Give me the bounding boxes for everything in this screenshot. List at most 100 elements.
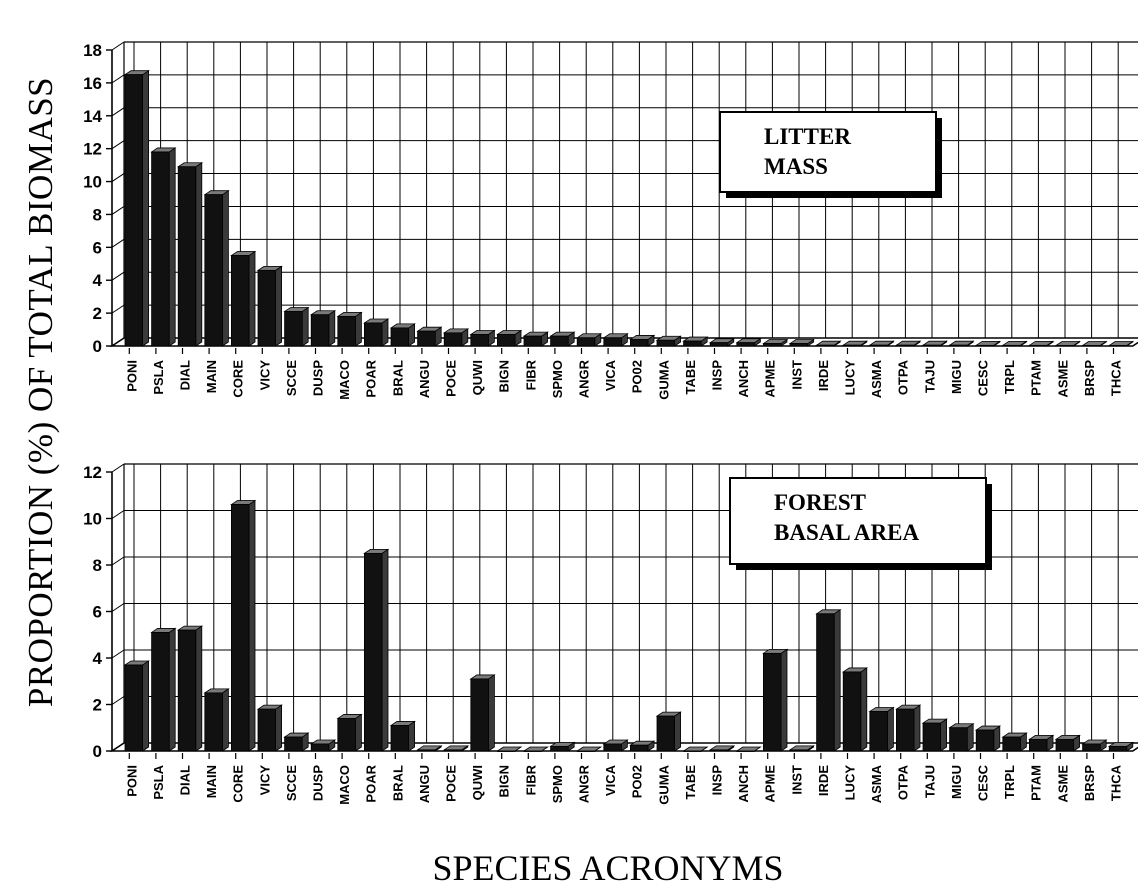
x-tick-label: VICA — [603, 764, 618, 796]
x-tick-label: POCE — [444, 360, 459, 397]
x-tick-label: FIBR — [523, 359, 538, 390]
y-tick-label: 18 — [83, 41, 102, 60]
bar-psla — [150, 147, 177, 347]
x-tick-label: SPMO — [550, 360, 565, 398]
bar-guma — [655, 335, 682, 347]
x-tick-label: BRSP — [1082, 765, 1097, 801]
x-tick-label: INST — [789, 765, 804, 795]
x-tick-label: ANGR — [577, 764, 592, 803]
bar-lucy — [841, 667, 869, 752]
bar-dial — [176, 625, 204, 752]
bar-psla — [150, 627, 177, 752]
bar-ptam — [1028, 340, 1055, 347]
x-tick-label: MAIN — [204, 765, 219, 798]
bar-thca — [1107, 741, 1135, 752]
x-tick-label: MACO — [337, 360, 352, 400]
y-tick-label: 0 — [93, 337, 102, 356]
x-tick-label: SPMO — [550, 765, 565, 803]
bar-scce — [283, 732, 310, 752]
x-tick-label: ASME — [1055, 360, 1070, 398]
x-tick-label: ANCH — [736, 360, 751, 398]
bar-asme — [1054, 734, 1081, 752]
bar-vicy — [256, 265, 283, 347]
x-tick-label: TABE — [683, 360, 698, 395]
bar-main — [203, 688, 230, 752]
x-tick-label: PTAM — [1029, 765, 1044, 801]
x-tick-label: CORE — [231, 765, 246, 803]
bar-main — [203, 189, 230, 347]
x-tick-label: SCCE — [284, 765, 299, 801]
y-tick-label: 2 — [93, 304, 102, 323]
x-tick-label: INSP — [710, 360, 725, 391]
bar-asma — [868, 706, 895, 752]
bar-dial — [176, 162, 204, 347]
bar-angr — [575, 746, 603, 752]
x-tick-label: BRSP — [1082, 360, 1097, 396]
bar-core — [230, 499, 257, 752]
y-tick-label: 8 — [93, 556, 102, 575]
x-tick-label: GUMA — [656, 764, 671, 804]
bar-maco — [336, 713, 363, 752]
x-tick-label: ANGR — [577, 359, 592, 398]
bar-irde — [815, 340, 842, 347]
x-tick-label: QUWI — [470, 765, 485, 800]
forest-basal-area-chart: 0 2 4 6 8 10 12 PONI PSLA DIAL MAIN CORE VICY SCCE DUS… — [83, 463, 1138, 805]
y-axis-title: PROPORTION (%) OF TOTAL BIOMASS — [21, 77, 60, 707]
bar-thca — [1107, 340, 1135, 347]
x-tick-label: PONI — [124, 360, 139, 392]
x-tick-label: ANGU — [417, 765, 432, 803]
bar-bign — [496, 746, 523, 752]
bar-poar — [363, 548, 390, 752]
y-tick-label: 12 — [83, 140, 102, 159]
bar-anch — [735, 337, 762, 347]
bar-vica — [602, 333, 629, 347]
bar-anch — [735, 746, 762, 752]
bar-inst — [788, 745, 815, 752]
x-tick-label: ASME — [1055, 765, 1070, 803]
x-tick-label: DUSP — [311, 360, 326, 396]
bar-guma — [655, 711, 682, 752]
bar-otpa — [895, 340, 922, 347]
bar-dusp — [309, 739, 337, 752]
bar-taju — [921, 718, 948, 752]
bar-ptam — [1028, 734, 1055, 752]
x-tick-label: CESC — [976, 359, 991, 396]
bar-migu — [948, 723, 975, 752]
x-tick-label: THCA — [1109, 359, 1124, 396]
x-tick-label: TAJU — [922, 360, 937, 393]
x-tick-label: BRAL — [390, 360, 405, 396]
x-tick-label: PTAM — [1029, 360, 1044, 396]
bar-poar — [363, 318, 390, 347]
bar-migu — [948, 340, 975, 347]
bar-quwi — [469, 329, 496, 347]
x-tick-label: OTPA — [896, 359, 911, 395]
bar-insp — [708, 337, 736, 347]
legend-text: LITTER — [764, 124, 851, 149]
x-tick-label: MACO — [337, 765, 352, 805]
y-tick-label: 6 — [93, 238, 102, 257]
x-tick-label: POAR — [364, 359, 379, 397]
bar-dusp — [309, 310, 337, 347]
bar-spmo — [549, 741, 576, 752]
y-tick-label: 8 — [93, 205, 102, 224]
x-tick-label: IRDE — [816, 765, 831, 796]
bar-apme — [762, 338, 789, 347]
x-tick-label: POCE — [444, 765, 459, 802]
bar-poce — [442, 745, 470, 752]
bar-po02 — [629, 740, 656, 752]
x-tick-label: ANCH — [736, 765, 751, 803]
y-tick-label: 0 — [93, 742, 102, 761]
bar-lucy — [841, 340, 869, 347]
x-tick-label: MIGU — [949, 765, 964, 799]
x-tick-label: APME — [763, 360, 778, 398]
bar-apme — [762, 648, 789, 752]
bar-tabe — [682, 336, 709, 347]
bar-quwi — [469, 674, 496, 752]
bar-trpl — [1001, 340, 1028, 347]
bar-cesc — [974, 340, 1002, 347]
y-tick-label: 16 — [83, 74, 102, 93]
x-tick-label: INST — [789, 360, 804, 390]
bar-otpa — [895, 704, 922, 752]
x-tick-label: ANGU — [417, 360, 432, 398]
bar-angu — [416, 326, 443, 347]
